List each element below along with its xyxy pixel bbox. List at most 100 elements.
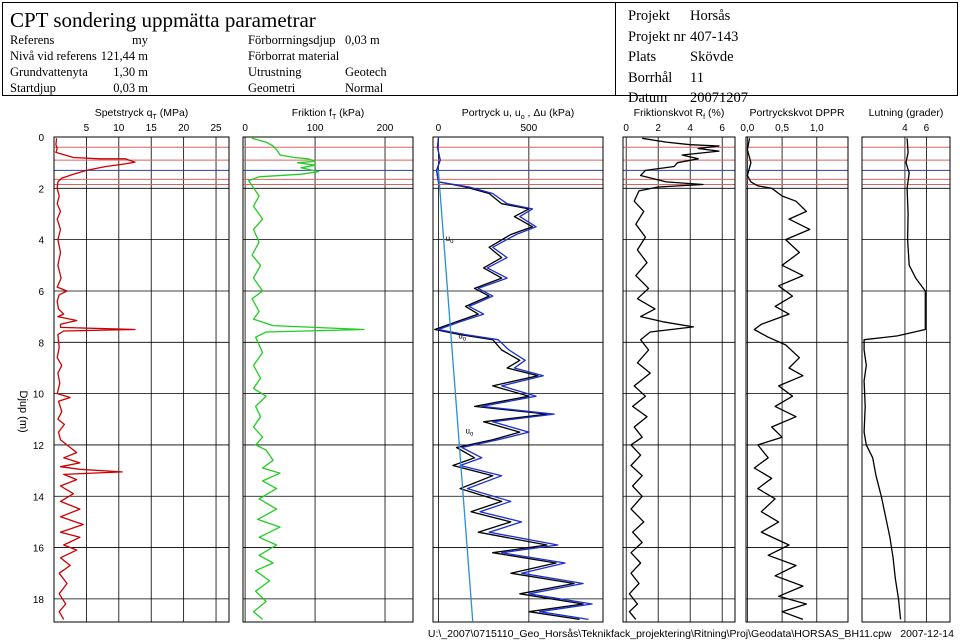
page-title: CPT sondering uppmätta parametrar	[10, 8, 316, 32]
label-forborrat-material: Förborrat material	[248, 49, 340, 63]
panel-title-main: Portryckskvot DPPR	[749, 107, 845, 119]
series-line-u2	[435, 138, 593, 621]
series-line-lutning	[863, 138, 926, 620]
annotation-sub: o	[463, 336, 467, 342]
annotation-sub: o	[450, 239, 454, 245]
panel-title-main: Spetstryck q	[95, 107, 153, 119]
borrhal-label: Borrhål	[628, 69, 673, 86]
panel-title: Friktionskvot Rf (%)	[634, 107, 725, 121]
value-startdjup: 0,03 m	[113, 81, 148, 95]
label-startdjup: Startdjup	[10, 81, 56, 95]
panel-title-sub: T	[153, 114, 158, 121]
value-tick-label: 0	[436, 123, 442, 134]
depth-tick-label: 6	[38, 287, 44, 298]
value-utrustning: Geotech	[345, 65, 387, 79]
depth-tick-label: 0	[38, 133, 44, 144]
value-referens: my	[132, 33, 148, 47]
value-tick-label: 0	[623, 123, 629, 134]
panel-frame	[745, 136, 849, 623]
panel-frame	[861, 136, 951, 623]
value-tick-label: 0,5	[775, 123, 789, 134]
series-line-DPPR	[746, 138, 811, 621]
panel-title: Portryckskvot DPPR	[749, 107, 845, 119]
panel-title: Lutning (grader)	[869, 107, 944, 119]
value-forborrningsdjup: 0,03 m	[345, 33, 380, 47]
value-tick-label: 15	[146, 123, 158, 134]
panel-5: 0,0 0,5 1,0 Portryckskvot DPPR	[740, 107, 849, 623]
plats-label: Plats	[628, 49, 657, 65]
panel-frame	[242, 136, 414, 623]
label-niva: Nivå vid referens	[10, 49, 97, 63]
panel-title-sub: o	[521, 114, 525, 121]
project-nr-value: 407-143	[690, 28, 739, 45]
label-grundvattenyta: Grundvattenyta	[10, 65, 88, 79]
panel-title-unit: , Δu (kPa)	[525, 107, 575, 119]
value-tick-label: 4	[687, 123, 693, 134]
borrhal-value: 11	[690, 69, 704, 86]
footer-date: 2007-12-14	[900, 628, 954, 640]
annotation-text: u	[446, 234, 450, 243]
depth-tick-label: 12	[33, 441, 45, 452]
panel-title-unit: (%)	[705, 107, 724, 119]
series-annotation: uo	[446, 234, 454, 245]
project-nr-row: Projekt nr 407-143	[628, 27, 748, 48]
project-label: Projekt	[628, 8, 670, 24]
depth-tick-label: 18	[33, 595, 45, 606]
project-nr-label: Projekt nr	[628, 28, 686, 45]
borrhal-row: Borrhål 11	[628, 68, 748, 89]
panel-4: 0 2 4 6 Friktionskvot Rf (%)	[622, 107, 736, 623]
project-row: Projekt Horsås	[628, 6, 748, 27]
value-grundvattenyta: 1,30 m	[113, 65, 148, 79]
value-tick-label: 0,0	[740, 123, 754, 134]
value-tick-label: 500	[521, 123, 538, 134]
value-tick-label: 100	[307, 123, 324, 134]
value-tick-label: 6	[924, 123, 930, 134]
depth-tick-label: 14	[33, 492, 45, 503]
panel-title-sub: f	[703, 114, 705, 121]
depth-tick-label: 16	[33, 544, 45, 555]
value-tick-label: 4	[902, 123, 908, 134]
value-tick-label: 20	[178, 123, 190, 134]
label-utrustning: Utrustning	[248, 65, 302, 79]
value-tick-label: 6	[719, 123, 725, 134]
panel-frame	[53, 136, 230, 623]
panel-title: Friktion fT (kPa)	[292, 107, 365, 121]
panel-frame	[622, 136, 736, 623]
value-niva: 121,44 m	[100, 49, 148, 63]
value-tick-label: 10	[113, 123, 125, 134]
label-geometri: Geometri	[248, 81, 296, 95]
series-annotation: uo	[458, 331, 466, 342]
annotation-text: u	[466, 426, 470, 435]
depth-tick-label: 2	[38, 184, 44, 195]
project-info: Projekt Horsås Projekt nr 407-143 Plats Skö…	[628, 6, 748, 109]
depth-tick-label: 8	[38, 338, 44, 349]
panel-6: 4 6 Lutning (grader)	[861, 107, 951, 623]
series-line-Rf	[628, 137, 720, 620]
header-left-section: CPT sondering uppmätta parametrar Refere…	[3, 3, 616, 95]
datum-value: 20071207	[690, 90, 748, 106]
panel-title-sub: T	[332, 114, 337, 121]
panel-title-main: Friktion f	[292, 107, 332, 119]
panel-title-unit: (kPa)	[336, 107, 364, 119]
datum-label: Datum	[628, 90, 668, 106]
value-geometri: Normal	[345, 81, 384, 95]
value-tick-label: 0	[242, 123, 248, 134]
series-line-fT	[247, 137, 365, 620]
panel-2: 0 100 200 Friktion fT (kPa)	[242, 107, 414, 623]
panel-title-main: Portryck u, u	[462, 107, 521, 119]
series-line-u	[434, 138, 584, 621]
value-tick-label: 1,0	[810, 123, 824, 134]
depth-tick-label: 4	[38, 236, 44, 247]
panel-1: 5 10 15 20 25 Spetstryck qT (MPa)	[53, 107, 230, 623]
value-tick-label: 200	[377, 123, 394, 134]
panel-title-unit: (MPa)	[157, 107, 189, 119]
label-referens: Referens	[10, 33, 55, 47]
value-tick-label: 5	[84, 123, 90, 134]
series-line-qT	[55, 138, 136, 620]
value-tick-label: 2	[655, 123, 661, 134]
footer: U:\_2007\0715110_Geo_Horsås\Teknikfack_p…	[428, 628, 954, 640]
header-table: CPT sondering uppmätta parametrar Refere…	[2, 2, 958, 106]
panel-title-main: Friktionskvot R	[634, 107, 704, 119]
